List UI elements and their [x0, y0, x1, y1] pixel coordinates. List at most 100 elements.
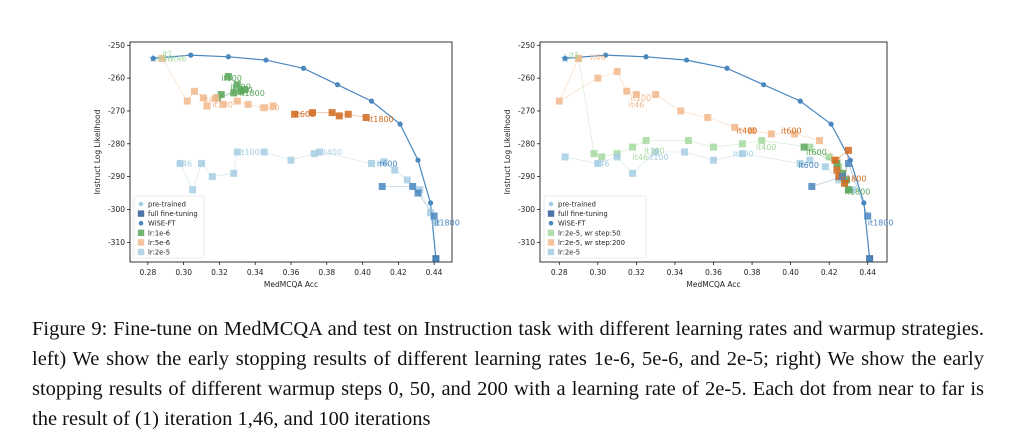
- point-annotation: it100: [230, 82, 251, 91]
- legend-label: WiSE-FT: [148, 220, 176, 228]
- data-point: [828, 121, 834, 127]
- series-lr-2e-5: [176, 148, 440, 227]
- data-point: [598, 153, 606, 161]
- data-point: [796, 159, 804, 167]
- data-point: [710, 143, 717, 151]
- data-point: [623, 87, 631, 95]
- data-point: [237, 87, 245, 95]
- data-point: [806, 156, 814, 164]
- figure: 0.28 0.30 0.32 0.34 0.36 0.38 0.40 0.42 0.44 -250…: [93, 41, 893, 289]
- x-tick-label: 0.36: [705, 268, 722, 277]
- data-point: [233, 81, 241, 89]
- data-point: [738, 150, 746, 158]
- legend-marker: [137, 210, 145, 217]
- data-point: [590, 150, 598, 158]
- point-annotation: it400: [756, 143, 777, 152]
- x-tick-label: 0.28: [551, 268, 568, 277]
- y-axis-label: Instruct Log Likelihood: [503, 109, 512, 194]
- data-point: [233, 97, 241, 105]
- y-tick-label: -270: [108, 106, 125, 115]
- data-point: [190, 87, 198, 95]
- point-annotation: it1800: [868, 219, 894, 228]
- data-point: [833, 166, 841, 174]
- data-point: [427, 209, 435, 217]
- data-point: [230, 89, 238, 97]
- data-point: [287, 156, 295, 164]
- x-tick-label: 0.36: [283, 268, 300, 277]
- data-point: [602, 52, 609, 58]
- legend-label: lr:1e-6: [148, 229, 170, 237]
- point-annotation: it600: [295, 110, 316, 119]
- data-point: [806, 143, 814, 151]
- y-axis-label: Instruct Log Likelihood: [93, 109, 102, 194]
- data-point: [767, 130, 775, 138]
- data-point: [652, 148, 660, 156]
- x-tick-label: 0.40: [354, 268, 371, 277]
- legend-label: full fine-tuning: [148, 210, 198, 218]
- data-point: [613, 153, 621, 161]
- data-point: [414, 189, 422, 197]
- y-tick-label: -250: [518, 41, 535, 50]
- data-point: [848, 186, 856, 194]
- data-point: [761, 82, 767, 88]
- data-point: [562, 55, 568, 62]
- legend-marker: [548, 201, 554, 207]
- point-annotation: it100: [648, 153, 669, 162]
- data-point: [800, 143, 808, 151]
- y-tick-label: -310: [108, 238, 125, 247]
- legend-label: lr:5e-6: [148, 239, 170, 247]
- y-tick-label: -280: [108, 139, 125, 148]
- point-annotation: it1800: [845, 187, 871, 196]
- data-point: [316, 148, 324, 156]
- x-tick-label: 0.32: [628, 268, 645, 277]
- legend-marker: [137, 229, 145, 236]
- legend-marker: [547, 248, 555, 256]
- data-point: [391, 166, 399, 174]
- point-annotation: it400: [737, 127, 758, 136]
- data-point: [150, 55, 156, 62]
- x-tick-label: 0.32: [211, 268, 228, 277]
- data-point: [594, 74, 602, 82]
- data-point: [825, 153, 833, 161]
- data-point: [629, 169, 637, 177]
- data-point: [575, 54, 583, 62]
- point-annotation: it400: [259, 104, 280, 113]
- point-annotation: it600: [377, 159, 398, 168]
- data-point: [368, 159, 375, 167]
- y-tick-label: -300: [108, 205, 125, 214]
- x-tick-label: 0.44: [859, 268, 876, 277]
- x-tick-label: 0.44: [426, 268, 443, 277]
- data-point: [561, 153, 569, 161]
- data-point: [260, 148, 268, 156]
- data-point: [738, 140, 746, 148]
- data-point: [844, 186, 852, 194]
- point-annotation: it46: [594, 159, 610, 168]
- legend-label: lr:2e-5: [148, 249, 170, 257]
- y-tick-label: -290: [518, 172, 535, 181]
- point-annotation: it46: [629, 100, 645, 109]
- point-annotation: it46: [157, 54, 173, 63]
- legend-label: full fine-tuning: [558, 210, 608, 218]
- data-point: [594, 159, 602, 167]
- data-point: [344, 110, 352, 118]
- caption-label: Figure 9:: [32, 318, 108, 340]
- series-lr-2e-5-wr-step-200: [555, 54, 841, 164]
- point-annotation: it100: [631, 94, 652, 103]
- point-annotation: it600: [798, 161, 819, 170]
- x-axis-label: MedMCQA Acc: [264, 280, 318, 289]
- right-chart: 0.28 0.30 0.32 0.34 0.36 0.38 0.40 0.42 0.44 -250…: [503, 41, 893, 289]
- point-annotation: it600: [806, 148, 827, 157]
- data-point: [291, 110, 299, 118]
- data-point: [710, 156, 717, 164]
- data-point: [334, 82, 341, 88]
- series-unlabeled: [378, 182, 438, 220]
- legend-box: [133, 195, 205, 259]
- legend-label: lr:2e-5, wr step:50: [558, 229, 621, 237]
- data-point: [844, 159, 852, 167]
- legend-marker: [547, 229, 555, 236]
- data-point: [808, 182, 816, 190]
- data-point: [203, 102, 211, 110]
- data-point: [217, 91, 225, 99]
- data-point: [198, 159, 206, 167]
- point-annotation: it46: [177, 159, 193, 168]
